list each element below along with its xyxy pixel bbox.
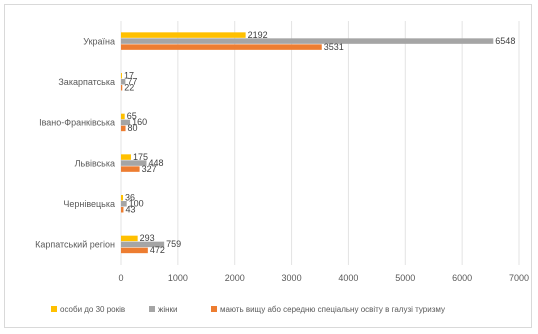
data-label: 472 <box>150 245 165 255</box>
bar <box>121 195 124 201</box>
data-label: 759 <box>166 239 181 249</box>
bar <box>121 235 138 242</box>
data-label: 22 <box>124 83 134 93</box>
category-label: Україна <box>83 36 115 46</box>
x-tick-label: 6000 <box>452 273 472 283</box>
data-label: 6548 <box>495 36 515 46</box>
data-label: 43 <box>125 205 135 215</box>
data-label: 17 <box>124 71 134 81</box>
bar <box>121 38 494 44</box>
bar <box>121 32 246 38</box>
bar <box>121 241 165 248</box>
category-label: Івано-Франківська <box>39 118 115 128</box>
x-tick-label: 3000 <box>282 273 302 283</box>
category-label: Чернівецька <box>63 199 115 209</box>
legend-label: особи до 30 років <box>60 305 125 314</box>
legend-swatch <box>51 306 57 312</box>
bar <box>121 73 122 79</box>
legend-swatch <box>211 306 217 312</box>
category-labels: Україна Закарпатська Івано-Франківська Льві… <box>35 36 115 249</box>
data-label: 65 <box>127 111 137 121</box>
x-tick-label: 1000 <box>168 273 188 283</box>
bar <box>121 247 148 254</box>
data-label: 3531 <box>324 42 344 52</box>
data-label: 36 <box>125 193 135 203</box>
bar <box>121 125 126 132</box>
data-label: 160 <box>132 117 147 127</box>
data-label: 293 <box>140 233 155 243</box>
data-label: 100 <box>129 199 144 209</box>
gridlines <box>120 21 520 265</box>
bars <box>121 32 494 254</box>
bar <box>121 207 124 213</box>
data-label: 80 <box>128 123 138 133</box>
x-tick-label: 0 <box>118 273 123 283</box>
bar <box>121 166 140 172</box>
legend-label: мають вищу або середню спеціальну освіту… <box>220 305 445 314</box>
legend-label: жінки <box>158 305 178 314</box>
x-tick-label: 5000 <box>395 273 415 283</box>
legend-swatch <box>149 306 155 312</box>
category-label: Закарпатська <box>58 77 115 87</box>
data-labels: 2192654835311777226516080175448327361004… <box>124 30 515 255</box>
bar <box>121 44 322 50</box>
bar <box>121 119 131 126</box>
x-tick-labels: 0 1000 2000 3000 4000 5000 6000 7000 <box>118 273 529 283</box>
data-label: 77 <box>127 77 137 87</box>
legend: особи до 30 років жінки мають вищу або сер… <box>51 305 445 314</box>
bar <box>121 154 131 160</box>
bar <box>121 160 147 166</box>
data-label: 2192 <box>248 30 268 40</box>
category-label: Карпатський регіон <box>35 240 115 250</box>
bar <box>121 201 127 207</box>
x-tick-label: 4000 <box>338 273 358 283</box>
data-label: 327 <box>142 164 157 174</box>
bar <box>121 79 126 85</box>
data-label: 175 <box>133 152 148 162</box>
x-tick-label: 2000 <box>225 273 245 283</box>
category-label: Львівська <box>75 158 115 168</box>
x-tick-label: 7000 <box>509 273 529 283</box>
data-label: 448 <box>148 158 163 168</box>
chart-frame: 2192 6548 3531 17 77 22 65 160 80 175 448 327 36 100 4… <box>4 4 532 328</box>
bar-chart: 2192654835311777226516080175448327361004… <box>35 21 529 314</box>
bar <box>121 85 123 91</box>
bar <box>121 113 125 120</box>
